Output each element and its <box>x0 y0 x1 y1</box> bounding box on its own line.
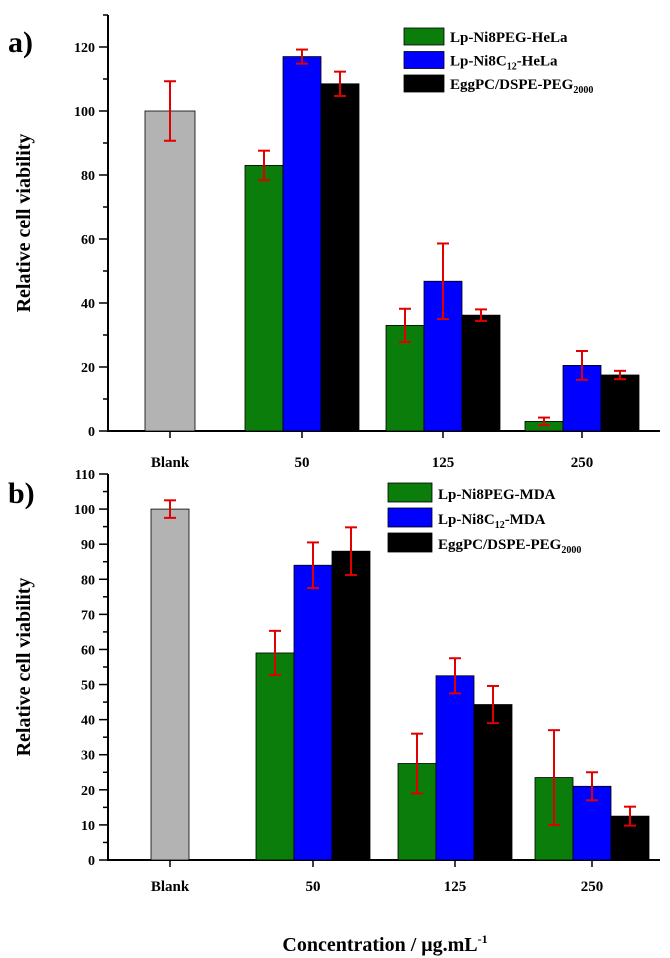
x-tick-label: Blank <box>151 879 190 895</box>
x-tick-label: Blank <box>151 455 190 471</box>
bar-black-50 <box>320 83 360 432</box>
bar-black-125 <box>461 314 501 432</box>
x-axis-label: Concentration / μg.mL-1 <box>282 932 487 956</box>
error-bar <box>411 732 423 795</box>
y-tick-label: 0 <box>88 425 95 440</box>
y-tick-label: 100 <box>74 503 95 518</box>
y-axis-label: Relative cell viability <box>13 134 35 313</box>
error-bar <box>548 729 560 826</box>
bar-black-50 <box>331 550 371 861</box>
legend-swatch <box>387 532 433 553</box>
error-bar <box>538 416 550 427</box>
y-tick-label: 10 <box>81 819 95 834</box>
bar-blank <box>144 110 196 432</box>
x-tick-label: 125 <box>444 879 467 895</box>
panel-label: a) <box>8 26 33 59</box>
legend-swatch <box>403 51 445 69</box>
x-tick-label: 50 <box>306 879 321 895</box>
y-tick-label: 90 <box>81 538 95 553</box>
legend-label: EggPC/DSPE-PEG2000 <box>450 77 593 96</box>
panel-label: b) <box>8 477 35 510</box>
bar-black-125 <box>473 704 513 861</box>
y-tick-label: 80 <box>81 169 95 184</box>
legend-label: Lp-Ni8C12-HeLa <box>450 54 558 73</box>
bar-green-50 <box>255 652 295 861</box>
error-bar <box>576 350 588 381</box>
y-tick-label: 100 <box>74 105 95 120</box>
y-tick-label: 60 <box>81 233 95 248</box>
y-tick-label: 20 <box>81 361 95 376</box>
legend-swatch <box>403 27 445 46</box>
legend-swatch <box>387 507 433 528</box>
y-tick-label: 40 <box>81 297 95 312</box>
error-bar <box>399 307 411 344</box>
bar-green-50 <box>244 164 284 432</box>
error-bar <box>164 499 176 519</box>
error-bar <box>614 369 626 381</box>
error-bar <box>307 541 319 590</box>
error-bar <box>269 629 281 677</box>
panel-b-chart: 0 10 20 30 40 50 60 70 80 90 100 110 Blank 50 125 250 Lp… <box>8 468 660 956</box>
bar-blue-125 <box>435 675 475 861</box>
x-tick-label: 50 <box>295 455 310 471</box>
y-tick-label: 70 <box>81 608 95 623</box>
error-bar <box>487 684 499 725</box>
legend-label: Lp-Ni8PEG-MDA <box>438 487 556 503</box>
y-tick-label: 120 <box>74 41 95 56</box>
error-bar <box>449 657 461 695</box>
legend-swatch <box>403 74 445 93</box>
x-tick-label: 250 <box>571 455 594 471</box>
bar-blue-50 <box>293 564 333 861</box>
y-tick-label: 80 <box>81 573 95 588</box>
error-bar <box>586 771 598 802</box>
error-bar <box>164 80 176 142</box>
error-bar <box>296 48 308 65</box>
error-bar <box>437 242 449 320</box>
error-bar <box>475 308 487 322</box>
y-tick-label: 20 <box>81 784 95 799</box>
error-bar <box>624 805 636 827</box>
y-tick-label: 40 <box>81 714 95 729</box>
y-axis-label: Relative cell viability <box>13 578 35 757</box>
y-tick-label: 60 <box>81 643 95 658</box>
x-tick-label: 250 <box>581 879 604 895</box>
error-bar <box>345 526 357 577</box>
bar-black-250 <box>600 374 640 432</box>
legend-label: Lp-Ni8C12-MDA <box>438 512 546 531</box>
error-bar <box>258 149 270 182</box>
legend-label: EggPC/DSPE-PEG2000 <box>438 537 581 556</box>
y-tick-label: 110 <box>75 468 95 483</box>
bar-blue-50 <box>282 56 322 432</box>
bar-blank <box>150 508 190 861</box>
y-tick-label: 30 <box>81 749 95 764</box>
y-tick-label: 0 <box>88 854 95 869</box>
legend-label: Lp-Ni8PEG-HeLa <box>450 30 568 46</box>
y-tick-label: 50 <box>81 679 95 694</box>
x-tick-label: 125 <box>432 455 455 471</box>
panel-a-chart: 0 20 40 60 80 100 120 Blank 50 125 250 Lp-Ni8PEG-He… <box>8 14 660 471</box>
error-bar <box>334 70 346 97</box>
legend-swatch <box>387 482 433 503</box>
